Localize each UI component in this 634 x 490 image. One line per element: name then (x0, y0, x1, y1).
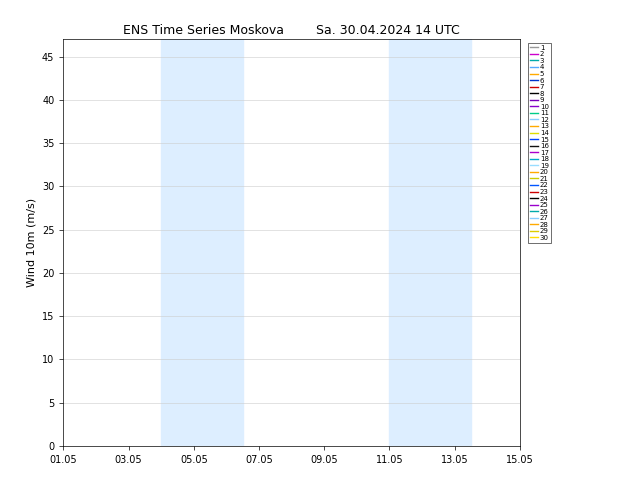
Legend: 1, 2, 3, 4, 5, 6, 7, 8, 9, 10, 11, 12, 13, 14, 15, 16, 17, 18, 19, 20, 21, 22, 2: 1, 2, 3, 4, 5, 6, 7, 8, 9, 10, 11, 12, 1… (528, 43, 551, 243)
Title: ENS Time Series Moskova        Sa. 30.04.2024 14 UTC: ENS Time Series Moskova Sa. 30.04.2024 1… (123, 24, 460, 37)
Bar (161, 39, 243, 446)
Y-axis label: Wind 10m (m/s): Wind 10m (m/s) (27, 198, 36, 287)
Bar (389, 39, 471, 446)
